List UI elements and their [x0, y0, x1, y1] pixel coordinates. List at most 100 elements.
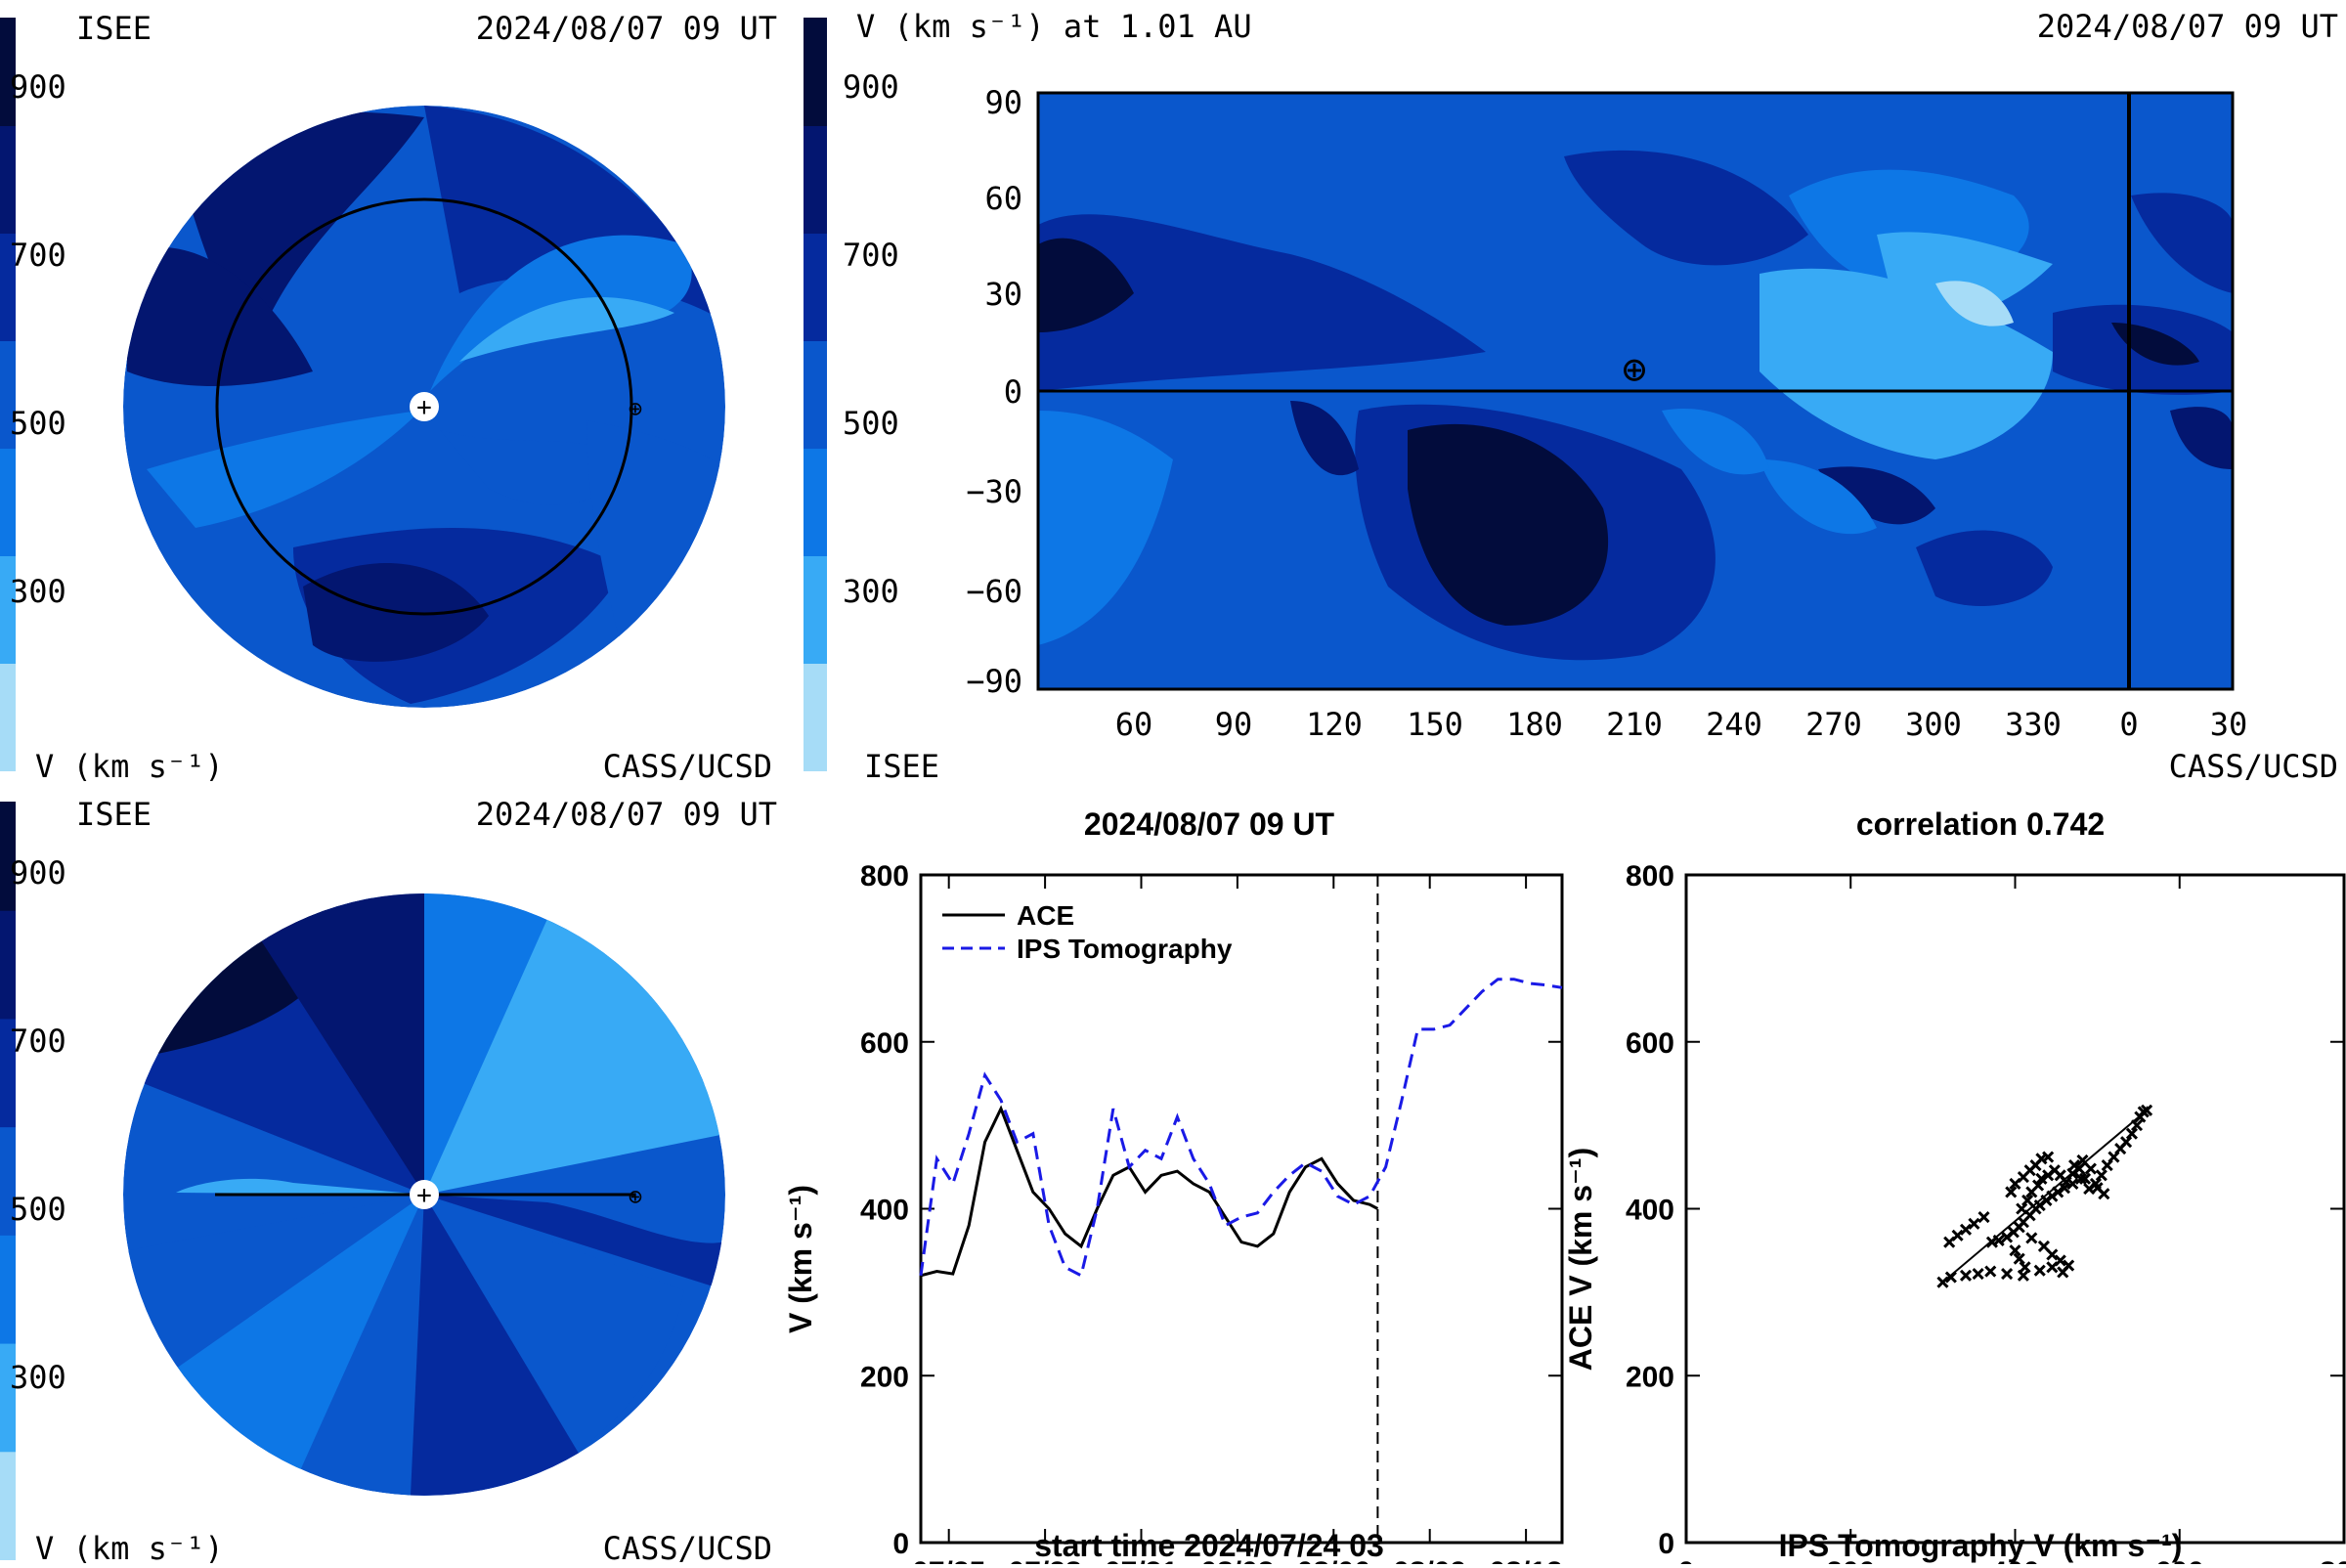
sc-point — [2054, 1254, 2066, 1267]
ts-series-ips — [919, 978, 1563, 1279]
legend-ace-label: ACE — [1017, 900, 1074, 931]
map-x-tick: 180 — [1506, 706, 1563, 743]
sc-point — [2037, 1240, 2051, 1252]
map-x-tick: 270 — [1805, 706, 1862, 743]
colorbar-segment — [0, 1342, 16, 1453]
sc-y-tick-label: 200 — [1626, 1361, 1674, 1393]
sc-point — [2074, 1172, 2087, 1185]
ts-ylabel: V (km s⁻¹) — [783, 1185, 818, 1333]
colorbar-segment — [0, 802, 16, 911]
sc-frame — [1684, 873, 2346, 1545]
sc-fit-line — [1941, 1109, 2148, 1284]
synoptic-map-panel: 900 700 500 300 V (km s⁻¹) at 1.01 AU 20… — [782, 0, 2346, 785]
colorbar — [0, 802, 16, 1560]
colorbar-tick-500: 500 — [10, 405, 66, 442]
ts-y-tick-label: 200 — [860, 1361, 909, 1393]
map-x-tick: 210 — [1606, 706, 1663, 743]
colorbar-segment — [804, 448, 827, 556]
meridional-view-panel: 900 700 500 300 ISEE 2024/08/07 09 UT V … — [0, 782, 782, 1567]
sc-point — [2019, 1261, 2031, 1274]
map-y-tick: −90 — [966, 663, 1022, 700]
ts-plot-area: 0 200 400 600 800 07/25 07/28 07/31 08/03 08/06 08… — [860, 860, 1564, 1568]
sc-point — [2005, 1186, 2018, 1198]
colorbar-ticks: 900 700 500 300 — [10, 68, 66, 610]
ts-x-tick-label: 08/03 — [1200, 1556, 1274, 1564]
sc-x-tick-label: 200 — [1826, 1556, 1875, 1564]
map-y-tick: 60 — [984, 180, 1022, 217]
colorbar-ticks: 900 700 500 300 — [10, 854, 66, 1396]
ecliptic-view-svg: 900 700 500 300 ISEE 2024/08/07 09 UT V … — [0, 10, 777, 785]
earth-marker: ⊕ — [629, 395, 642, 422]
sc-point — [2021, 1194, 2034, 1207]
colorbar-segment — [0, 663, 16, 771]
sun-marker: + — [410, 1180, 439, 1210]
map-org: ISEE — [864, 748, 939, 782]
unit-label: V (km s⁻¹) — [35, 1530, 224, 1564]
sc-point — [2084, 1162, 2097, 1175]
colorbar-segment — [0, 1126, 16, 1236]
colorbar-segment — [0, 909, 16, 1020]
earth-orbit — [215, 197, 633, 616]
sc-x-tick-label: 600 — [2155, 1556, 2204, 1564]
sc-point — [1959, 1269, 1973, 1282]
colorbar-segment — [0, 448, 16, 556]
earth-marker: ⊕ — [629, 1183, 642, 1210]
colorbar-segment — [804, 233, 827, 341]
timeseries-panel: 2024/08/07 09 UT start time 2024/07/24 0… — [782, 782, 1564, 1568]
sc-y-tick-label: 800 — [1626, 860, 1674, 893]
sun-marker: + — [410, 392, 439, 422]
ts-xlabel: start time 2024/07/24 03 — [1034, 1528, 1384, 1563]
ts-x-tick-label: 08/06 — [1297, 1556, 1370, 1564]
ts-y-tick-label: 800 — [860, 860, 909, 893]
sc-point — [2035, 1172, 2048, 1185]
sc-point — [2042, 1151, 2055, 1163]
timeseries-svg: 2024/08/07 09 UT start time 2024/07/24 0… — [783, 806, 1564, 1568]
meridional-view-svg: 900 700 500 300 ISEE 2024/08/07 09 UT V … — [0, 796, 777, 1567]
ts-x-tick-label: 08/12 — [1490, 1556, 1563, 1564]
colorbar-ticks: 900 700 500 300 — [843, 68, 899, 610]
synoptic-map-svg: 900 700 500 300 V (km s⁻¹) at 1.01 AU 20… — [804, 8, 2338, 785]
ts-series-ace — [920, 1105, 1379, 1278]
colorbar — [0, 18, 16, 771]
colorbar-segment — [0, 340, 16, 449]
sc-point — [2052, 1186, 2064, 1198]
map-x-tick: 300 — [1905, 706, 1962, 743]
sc-y-tick-label: 0 — [1658, 1528, 1674, 1560]
credit-label: CASS/UCSD — [603, 1530, 772, 1564]
map-y-tick: 0 — [1004, 373, 1022, 411]
colorbar-segment — [804, 340, 827, 449]
map-x-tick: 60 — [1115, 706, 1153, 743]
sc-point — [2017, 1269, 2029, 1282]
sc-point — [2068, 1159, 2081, 1172]
sc-plot-area: 0 200 400 600 800 0 200 400 600 800 — [1626, 860, 2346, 1568]
ts-x-tick-label: 07/25 — [912, 1556, 985, 1564]
colorbar — [804, 18, 827, 771]
map-y-tick: 90 — [984, 84, 1022, 121]
sc-y-tick-label: 400 — [1626, 1195, 1674, 1227]
date-label: 2024/08/07 09 UT — [476, 796, 777, 833]
colorbar-tick-300: 300 — [10, 573, 66, 610]
ts-frame — [919, 873, 1564, 1545]
sc-x-tick-label: 400 — [1990, 1556, 2039, 1564]
ts-x-tick-label: 08/09 — [1393, 1556, 1466, 1564]
unit-label: V (km s⁻¹) — [35, 748, 224, 782]
sc-point — [2130, 1119, 2144, 1132]
sc-point — [1972, 1268, 1984, 1281]
sc-point — [1951, 1229, 1964, 1241]
sc-point — [2033, 1264, 2046, 1277]
sc-point — [2025, 1232, 2038, 1244]
colorbar-segment — [0, 1451, 16, 1560]
ts-y-tick-label: 600 — [860, 1027, 909, 1060]
map-date: 2024/08/07 09 UT — [2037, 8, 2338, 45]
sc-point — [1959, 1223, 1973, 1236]
scatter-svg: correlation 0.742 IPS Tomography V (km s… — [1563, 806, 2346, 1568]
colorbar-segment — [0, 1018, 16, 1128]
colorbar-segment — [0, 18, 16, 126]
map-x-ticks: 60 90 120 150 180 210 240 270 300 330 0 … — [1115, 706, 2248, 743]
colorbar-segment — [0, 125, 16, 234]
map-x-tick: 330 — [2005, 706, 2062, 743]
sc-x-tick-label: 0 — [1678, 1556, 1695, 1564]
colorbar-tick-900: 900 — [10, 854, 66, 892]
sc-point — [1977, 1210, 1990, 1224]
sc-title: correlation 0.742 — [1856, 806, 2105, 842]
